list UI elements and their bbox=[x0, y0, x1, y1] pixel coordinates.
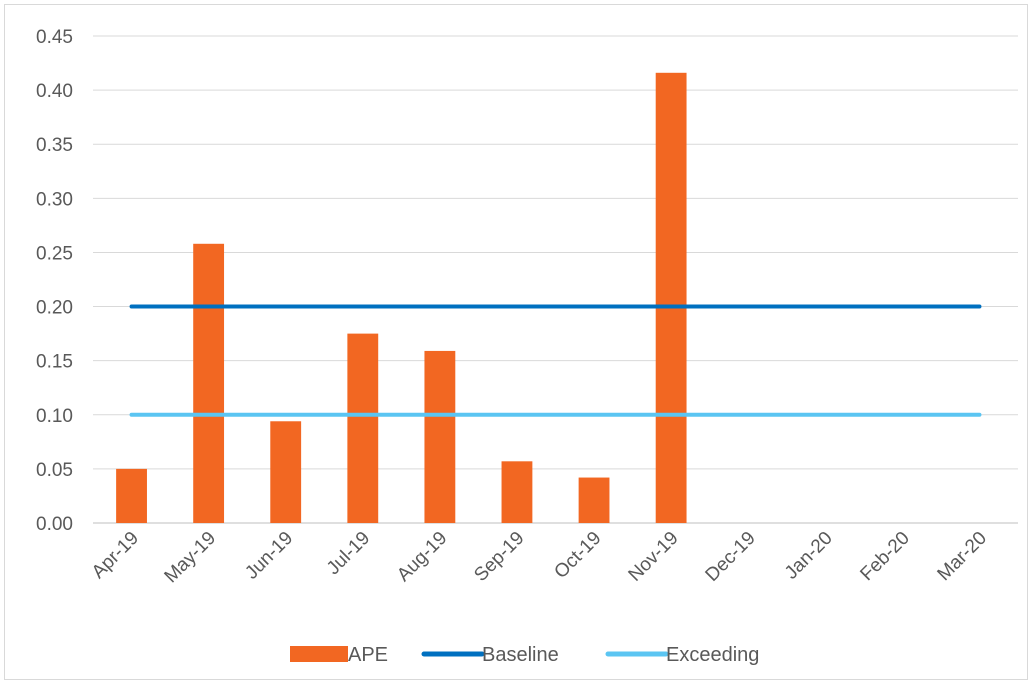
bar-ape-aug-19 bbox=[424, 350, 456, 523]
y-tick-label: 0.35 bbox=[36, 135, 73, 156]
y-tick-label: 0.25 bbox=[36, 243, 73, 264]
bar-ape-jul-19 bbox=[347, 333, 379, 523]
x-tick-label: Apr-19 bbox=[88, 528, 143, 583]
x-tick-label: Oct-19 bbox=[550, 528, 605, 583]
legend-label-baseline: Baseline bbox=[482, 644, 559, 666]
bar-series bbox=[116, 72, 687, 523]
chart-frame bbox=[4, 4, 1028, 680]
y-tick-label: 0.00 bbox=[36, 514, 73, 535]
legend: APE Baseline Exceeding bbox=[290, 644, 759, 666]
x-tick-label: Mar-20 bbox=[934, 528, 991, 585]
legend-swatch-ape bbox=[290, 646, 348, 662]
x-tick-label: Jun-19 bbox=[241, 528, 297, 584]
y-tick-label: 0.20 bbox=[36, 298, 73, 319]
x-tick-label: Aug-19 bbox=[393, 528, 451, 586]
bar-ape-nov-19 bbox=[655, 72, 687, 523]
gridlines bbox=[93, 35, 1018, 524]
bar-ape-may-19 bbox=[193, 243, 225, 523]
bar-ape-jun-19 bbox=[270, 421, 302, 523]
legend-label-exceeding: Exceeding bbox=[666, 644, 759, 666]
y-tick-label: 0.10 bbox=[36, 406, 73, 427]
x-axis: Apr-19 May-19 Jun-19 Jul-19 Aug-19 Sep-19 Oct-… bbox=[88, 528, 991, 588]
x-tick-label: Dec-19 bbox=[702, 528, 760, 586]
y-tick-label: 0.15 bbox=[36, 352, 73, 373]
x-tick-label: Sep-19 bbox=[470, 528, 528, 586]
y-tick-label: 0.05 bbox=[36, 460, 73, 481]
y-tick-label: 0.45 bbox=[36, 27, 73, 48]
x-tick-label: Jan-20 bbox=[781, 528, 837, 584]
y-tick-label: 0.40 bbox=[36, 81, 73, 102]
x-tick-label: Feb-20 bbox=[856, 528, 913, 585]
legend-label-ape: APE bbox=[348, 644, 388, 666]
x-tick-label: May-19 bbox=[161, 528, 221, 588]
y-axis: 0.00 0.05 0.10 0.15 0.20 0.25 0.30 0.35 0.40 0.45 bbox=[36, 27, 73, 535]
bar-ape-sep-19 bbox=[501, 461, 533, 523]
line-series bbox=[129, 304, 982, 417]
y-tick-label: 0.30 bbox=[36, 189, 73, 210]
bar-ape-apr-19 bbox=[116, 468, 147, 523]
x-tick-label: Nov-19 bbox=[625, 528, 683, 586]
bar-ape-oct-19 bbox=[578, 477, 610, 523]
x-tick-label: Jul-19 bbox=[323, 528, 374, 579]
